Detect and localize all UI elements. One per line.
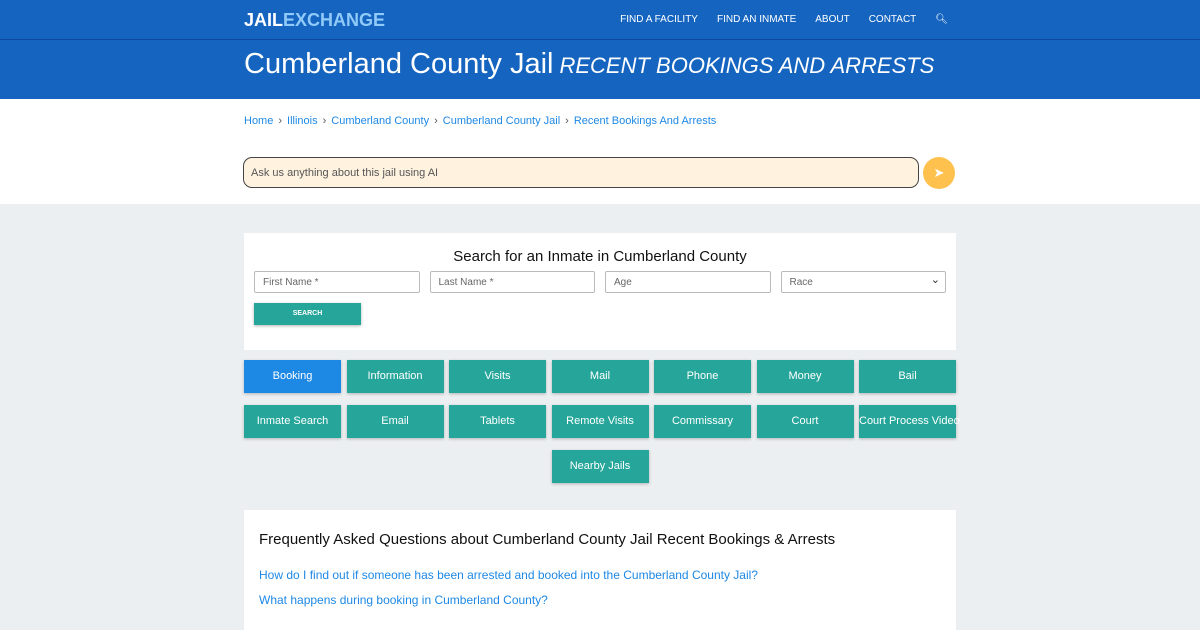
- commissary-button[interactable]: Commissary: [654, 405, 751, 438]
- nav-find-facility[interactable]: FIND A FACILITY: [620, 14, 698, 25]
- chevron-right-icon: ›: [434, 115, 438, 127]
- bail-button[interactable]: Bail: [859, 360, 956, 393]
- page-title: Cumberland County Jail RECENT BOOKINGS AN…: [244, 48, 934, 81]
- chevron-right-icon: ›: [322, 115, 327, 127]
- visits-button[interactable]: Visits: [449, 360, 546, 393]
- last-name-input[interactable]: Last Name *: [429, 271, 595, 293]
- mail-button[interactable]: Mail: [551, 360, 649, 393]
- chevron-right-icon: ›: [278, 115, 283, 127]
- nav-find-inmate[interactable]: FIND AN INMATE: [716, 14, 797, 25]
- page-subtitle: RECENT BOOKINGS AND ARRESTS: [559, 53, 935, 78]
- nav-contact[interactable]: CONTACT: [868, 14, 917, 25]
- ai-question-input[interactable]: Ask us anything about this jail using AI: [243, 157, 919, 188]
- inmate-search-card: Search for an Inmate in Cumberland Count…: [244, 233, 956, 350]
- race-select[interactable]: Race: [780, 271, 946, 293]
- hero: Cumberland County Jail RECENT BOOKINGS AN…: [0, 40, 1200, 99]
- first-name-input[interactable]: First Name *: [254, 271, 420, 293]
- nearby-jails-button[interactable]: Nearby Jails: [551, 450, 649, 483]
- faq-question[interactable]: What happens during booking in Cumberlan…: [259, 593, 548, 607]
- top-nav: JAILEXCHANGE FIND A FACILITY FIND AN INM…: [0, 0, 1200, 40]
- breadcrumb-current[interactable]: Recent Bookings And Arrests: [573, 115, 717, 127]
- chevron-right-icon: ›: [565, 115, 569, 127]
- inmate-search-button[interactable]: Inmate Search: [244, 405, 341, 438]
- tablets-button[interactable]: Tablets: [449, 405, 546, 438]
- court-process-video-button[interactable]: Court Process Video: [859, 405, 960, 438]
- court-button[interactable]: Court: [756, 405, 854, 438]
- logo[interactable]: JAILEXCHANGE: [244, 10, 385, 31]
- remote-visits-button[interactable]: Remote Visits: [551, 405, 649, 438]
- age-input[interactable]: Age: [605, 271, 771, 293]
- booking-button[interactable]: Booking: [244, 360, 341, 393]
- breadcrumb: Home › Illinois › Cumberland County › Cumbe…: [244, 115, 716, 127]
- logo-text-accent: EXCHANGE: [283, 10, 386, 30]
- logo-text: JAIL: [244, 10, 284, 30]
- phone-button[interactable]: Phone: [654, 360, 751, 393]
- faq-title: Frequently Asked Questions about Cumberl…: [259, 531, 836, 548]
- breadcrumb-county[interactable]: Cumberland County: [331, 115, 430, 127]
- email-button[interactable]: Email: [346, 405, 444, 438]
- send-icon[interactable]: ➤: [923, 157, 955, 189]
- search-title: Search for an Inmate in Cumberland Count…: [453, 248, 747, 265]
- nav-about[interactable]: ABOUT: [815, 14, 850, 25]
- money-button[interactable]: Money: [756, 360, 854, 393]
- faq-section: Frequently Asked Questions about Cumberl…: [244, 510, 956, 630]
- search-button[interactable]: SEARCH: [254, 303, 361, 325]
- breadcrumb-jail[interactable]: Cumberland County Jail: [442, 115, 561, 127]
- breadcrumb-home[interactable]: Home: [244, 115, 274, 127]
- breadcrumb-state[interactable]: Illinois: [287, 115, 318, 127]
- search-icon[interactable]: 🔍︎: [935, 14, 948, 25]
- category-buttons: Booking Information Visits Mail Phone Mo…: [244, 360, 960, 483]
- title-text: Cumberland County Jail: [244, 48, 554, 80]
- information-button[interactable]: Information: [346, 360, 444, 393]
- faq-question[interactable]: How do I find out if someone has been ar…: [259, 568, 758, 582]
